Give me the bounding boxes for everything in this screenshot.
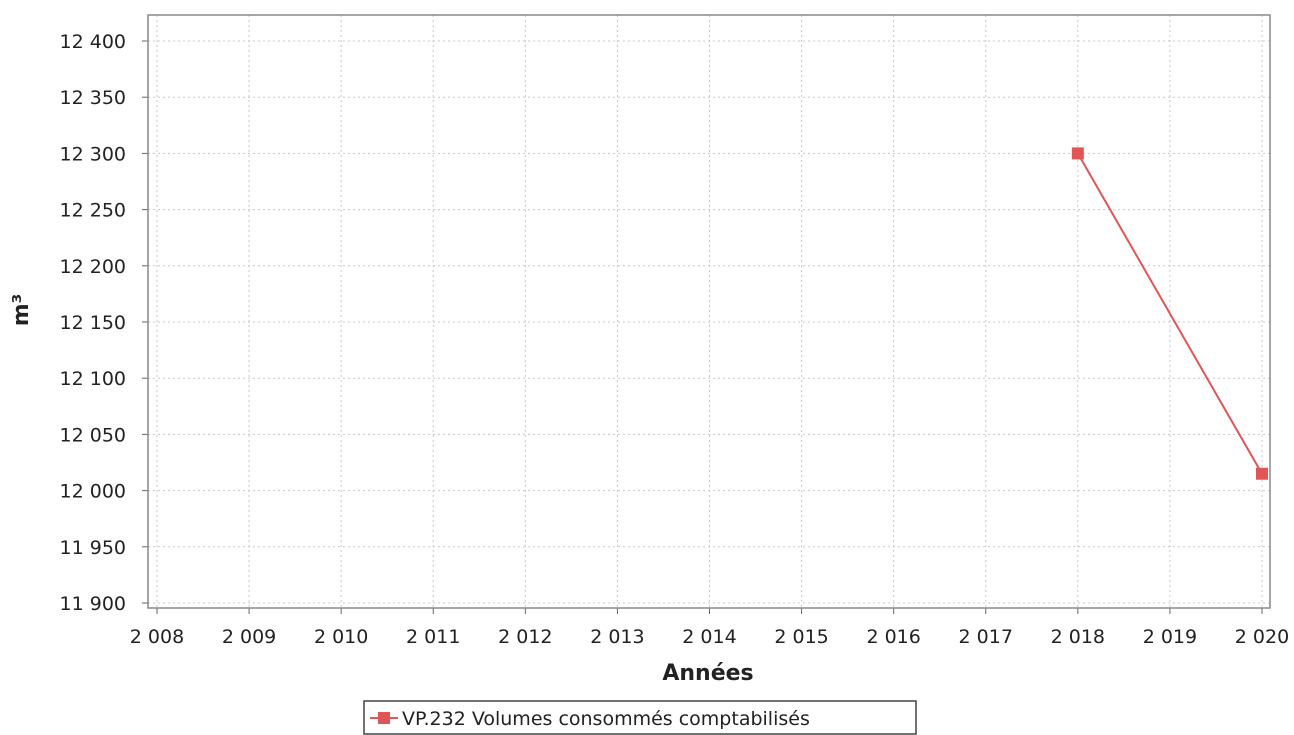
legend: VP.232 Volumes consommés comptabilisés [363,700,917,735]
x-tick-label: 2 019 [1143,626,1197,648]
x-tick-label: 2 015 [774,626,828,648]
x-tick-label: 2 011 [406,626,460,648]
y-tick-label: 11 950 [60,537,126,559]
x-tick-label: 2 012 [498,626,552,648]
y-axis-title: m³ [9,294,34,327]
x-tick-label: 2 009 [222,626,276,648]
legend-marker [378,712,390,724]
series [1071,147,1268,480]
x-tick-label: 2 020 [1235,626,1289,648]
x-tick-label: 2 014 [682,626,736,648]
y-tick-label: 12 100 [60,368,126,390]
x-tick-label: 2 017 [959,626,1013,648]
data-point [1071,147,1084,160]
x-tick-label: 2 013 [590,626,644,648]
y-tick-label: 12 300 [60,143,126,165]
y-tick-label: 11 900 [60,593,126,615]
y-tick-label: 12 200 [60,256,126,278]
data-point [1256,467,1268,480]
x-tick-label: 2 010 [314,626,368,648]
x-tick-label: 2 016 [866,626,920,648]
y-tick-label: 12 050 [60,424,126,446]
x-tick-label: 2 008 [130,626,184,648]
y-tick-label: 12 150 [60,312,126,334]
y-tick-label: 12 400 [60,31,126,53]
x-axis-title: Années [662,661,753,686]
y-tick-label: 12 250 [60,200,126,222]
series-line [1076,152,1263,475]
y-tick-label: 12 000 [60,481,126,503]
legend-label: VP.232 Volumes consommés comptabilisés [402,708,810,730]
y-tick-label: 12 350 [60,87,126,109]
legend-box [363,700,917,735]
grid [148,15,1270,608]
x-tick-label: 2 018 [1051,626,1105,648]
axes: 2 008 2 009 2 010 2 011 2 012 2 013 2 014 2 015… [60,14,1289,648]
plot-frame [147,14,1271,609]
